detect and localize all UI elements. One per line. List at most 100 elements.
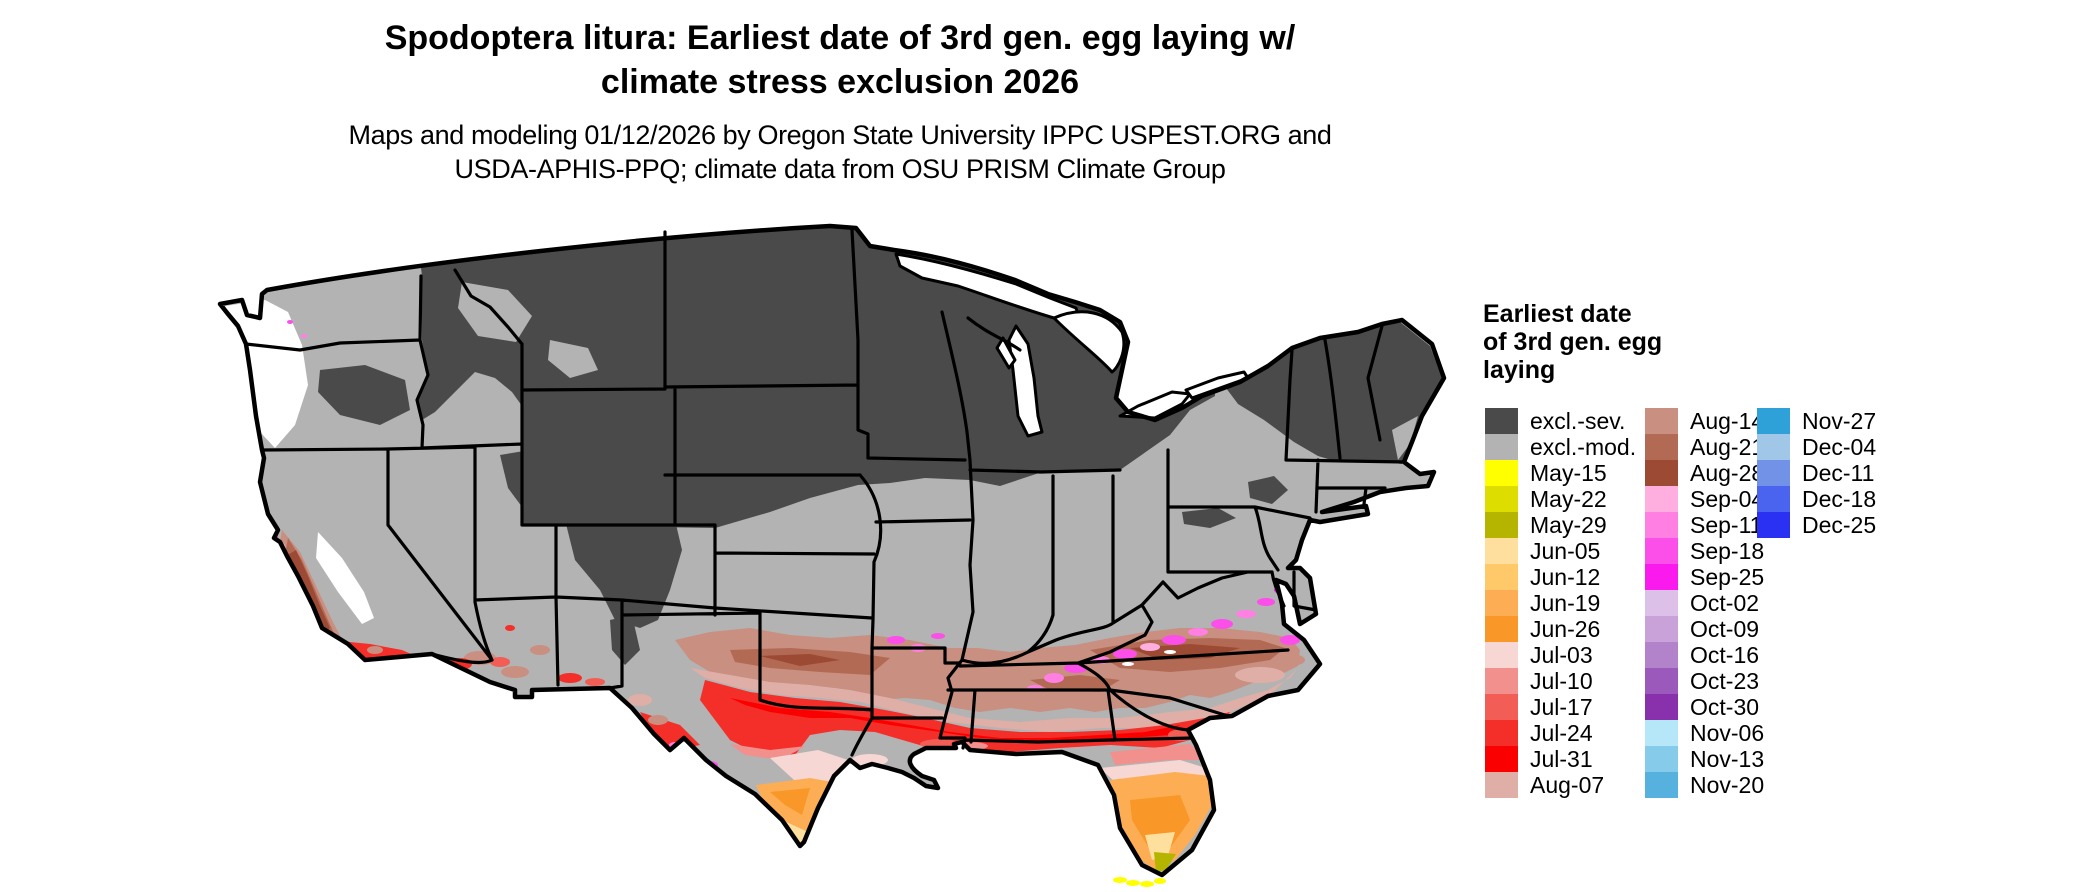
legend-label: Sep-04 [1690,486,1765,512]
legend-label: Jul-10 [1530,668,1593,694]
map-region-socal-brown [367,646,383,654]
map-region-fl-olive-tip [1154,852,1176,872]
map-speck [931,633,945,639]
map-speck [277,563,287,581]
map-speck [287,618,297,630]
legend-swatch [1757,512,1790,538]
legend-label: Dec-04 [1802,434,1877,460]
us-outline [217,223,1447,878]
map-speck [268,569,272,575]
map-region-tx-jul03 [770,750,848,804]
legend-swatch [1485,668,1518,694]
legend-column-1: excl.-sev. excl.-mod. May-15 May-22 May-29 Ju… [1485,408,1636,798]
legend-item: Aug-21 [1645,434,1764,460]
legend-label: excl.-sev. [1530,408,1626,434]
legend-swatch [1757,486,1790,512]
map-speck [648,715,668,725]
lake-huron [1052,310,1126,374]
legend-swatch [1645,772,1678,798]
map-speck [264,551,272,565]
legend-label: Sep-18 [1690,538,1765,564]
legend-label: Dec-18 [1802,486,1877,512]
map-speck [1122,662,1134,666]
map-region-nc-coast-2 [1275,654,1305,666]
legend-label: Aug-28 [1690,460,1765,486]
legend-label: Jul-31 [1530,746,1593,772]
legend-item: May-15 [1485,460,1636,486]
legend-item: May-29 [1485,512,1636,538]
legend-label: Nov-13 [1690,746,1765,772]
legend-item: Dec-11 [1757,460,1876,486]
map-speck [1044,673,1064,683]
legend-item: May-22 [1485,486,1636,512]
map-speck [258,520,266,532]
legend-label: Jun-26 [1530,616,1601,642]
map-region-or-mountains [318,365,410,425]
map-region-fl-orange-core [1130,795,1190,850]
legend-swatch [1485,486,1518,512]
map-region-aug28-west [760,654,840,666]
legend-item: Nov-27 [1757,408,1876,434]
map-speck [530,645,550,655]
legend-item: Aug-14 [1645,408,1764,434]
map-region-la-marsh [852,754,888,766]
page-subtitle: Maps and modeling 01/12/2026 by Oregon S… [60,118,1620,186]
legend-label: May-29 [1530,512,1607,538]
map-speck [1211,619,1233,629]
legend-swatch [1645,720,1678,746]
legend-item: Sep-04 [1645,486,1764,512]
legend-label: excl.-mod. [1530,434,1637,460]
map-speck [558,673,582,683]
legend-swatch [1485,564,1518,590]
legend-swatch [1485,720,1518,746]
map-speck [887,636,905,644]
green-bay [995,336,1017,370]
map-region-fl-buff [1145,832,1175,860]
legend-label: Jun-19 [1530,590,1601,616]
legend-item: Jul-10 [1485,668,1636,694]
legend-label: Jul-03 [1530,642,1593,668]
map-region-nm-mountains [610,615,640,665]
legend-title-line-2: of 3rd gen. egg [1483,328,1663,356]
florida-keys [1113,877,1166,887]
legend-item: Dec-25 [1757,512,1876,538]
legend-swatch [1485,538,1518,564]
map-speck [305,639,315,649]
legend-label: May-22 [1530,486,1607,512]
legend-label: Oct-23 [1690,668,1760,694]
legend-item: Jul-17 [1485,694,1636,720]
legend-label: May-15 [1530,460,1607,486]
map-speck [1164,650,1176,654]
legend-item: Aug-07 [1485,772,1636,798]
map-speck [585,678,605,686]
map-region-pa-highlands [1182,508,1236,528]
map-speck [505,625,515,631]
legend-title-line-1: Earliest date [1483,300,1632,328]
legend-swatch [1757,460,1790,486]
legend-item: Jun-05 [1485,538,1636,564]
map-region-ut-mountains [500,450,566,520]
legend-label: Jun-12 [1530,564,1601,590]
map-speck [289,600,299,616]
map-legend: Earliest date of 3rd gen. egg laying exc… [1483,300,2083,798]
map-region-white-pnw [225,300,308,448]
legend-swatch [1645,512,1678,538]
legend-swatch [1757,408,1790,434]
legend-swatch [1645,538,1678,564]
legend-item: Jul-03 [1485,642,1636,668]
map-speck [301,334,307,338]
subtitle-line-2: USDA-APHIS-PPQ; climate data from OSU PR… [454,154,1226,184]
map-speck [1280,635,1300,645]
legend-label: Aug-14 [1690,408,1765,434]
legend-label: Oct-16 [1690,642,1760,668]
legend-label: Aug-21 [1690,434,1765,460]
map-speck [286,579,294,593]
legend-swatch [1485,434,1518,460]
map-region-jul31-core [730,698,1180,742]
legend-label: Jul-17 [1530,694,1593,720]
legend-label: Jul-24 [1530,720,1593,746]
map-region-co-rockies [565,515,682,628]
legend-item: Oct-23 [1645,668,1764,694]
legend-label: Oct-30 [1690,694,1760,720]
